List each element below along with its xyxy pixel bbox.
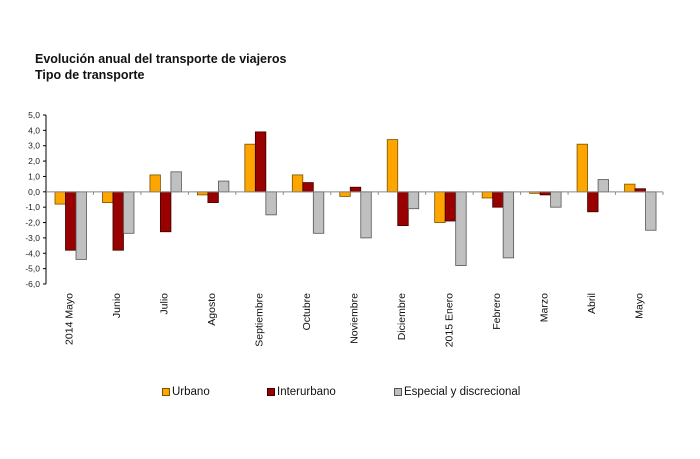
bar-urbano	[481, 191, 494, 199]
x-category-label: Mayo	[633, 293, 645, 319]
y-tick-label: -6,0	[25, 279, 40, 289]
legend-label-urbano: Urbano	[172, 386, 210, 398]
bar-interurbano	[207, 191, 219, 203]
bar-interurbano	[587, 191, 599, 213]
y-tick-label: 2,0	[28, 156, 40, 166]
legend-swatch-urbano	[162, 388, 170, 396]
legend-label-especial: Especial y discrecional	[404, 386, 521, 398]
y-tick-label: -4,0	[25, 248, 40, 258]
bar-especial-y-discrecional	[265, 191, 277, 216]
x-category-label: Abril	[586, 293, 598, 314]
x-category-label: Noviembre	[349, 293, 361, 344]
x-category-label: Diciembre	[396, 293, 408, 340]
bar-interurbano	[160, 191, 172, 233]
legend-label-interurbano: Interurbano	[277, 386, 336, 398]
x-category-label: Julio	[159, 293, 171, 315]
y-tick-label: -5,0	[25, 264, 40, 274]
bar-especial-y-discrecional	[645, 191, 657, 231]
bar-urbano	[244, 143, 256, 193]
bar-especial-y-discrecional	[360, 191, 372, 239]
bar-especial-y-discrecional	[170, 171, 182, 193]
bar-urbano	[386, 139, 399, 193]
bar-urbano	[102, 191, 114, 203]
legend-item-interurbano: Interurbano	[267, 386, 336, 398]
bar-interurbano	[349, 186, 362, 193]
y-tick-label: 1,0	[28, 171, 40, 181]
bar-especial-y-discrecional	[597, 179, 609, 193]
x-category-label: Septiembre	[254, 293, 266, 347]
bar-especial-y-discrecional	[217, 180, 230, 193]
chart-title: Evolución anual del transporte de viajer…	[35, 52, 287, 66]
bar-especial-y-discrecional	[407, 191, 420, 210]
bar-urbano	[624, 183, 636, 193]
bar-urbano	[576, 143, 588, 193]
legend-item-urbano: Urbano	[162, 386, 210, 398]
x-category-label: Junio	[111, 293, 123, 318]
bar-urbano	[54, 191, 66, 205]
x-category-label: Agosto	[206, 293, 218, 326]
y-tick-label: 4,0	[28, 125, 40, 135]
x-category-label: 2015 Enero	[443, 293, 455, 347]
bar-interurbano	[302, 182, 314, 193]
bar-especial-y-discrecional	[312, 191, 325, 234]
bar-interurbano	[397, 191, 409, 227]
x-category-label: Marzo	[538, 293, 550, 322]
y-tick-label: 5,0	[28, 110, 40, 120]
bar-urbano	[339, 191, 351, 197]
bar-especial-y-discrecional	[75, 191, 87, 260]
legend-swatch-especial	[394, 388, 402, 396]
legend-swatch-interurbano	[267, 388, 275, 396]
bar-especial-y-discrecional	[455, 191, 467, 266]
bar-especial-y-discrecional	[550, 191, 562, 208]
bar-especial-y-discrecional	[123, 191, 135, 234]
bar-interurbano	[112, 191, 124, 251]
bar-urbano	[291, 174, 304, 193]
legend-item-especial: Especial y discrecional	[394, 386, 520, 398]
chart-title-block: Evolución anual del transporte de viajer…	[35, 51, 286, 83]
y-tick-label: -3,0	[25, 233, 40, 243]
bar-interurbano	[492, 191, 504, 208]
chart-subtitle: Tipo de transporte	[35, 68, 145, 82]
x-category-label: Febrero	[491, 293, 503, 330]
x-category-label: Octubre	[301, 293, 313, 331]
y-tick-label: 0,0	[28, 187, 40, 197]
bar-interurbano	[65, 191, 77, 251]
bar-urbano	[434, 191, 446, 223]
x-category-label: 2014 Mayo	[64, 293, 76, 345]
y-tick-label: -1,0	[25, 202, 40, 212]
bar-urbano	[149, 174, 161, 193]
y-tick-label: 3,0	[28, 141, 40, 151]
bar-interurbano	[254, 131, 267, 193]
y-tick-label: -2,0	[25, 218, 40, 228]
bar-interurbano	[444, 191, 457, 222]
bar-especial-y-discrecional	[502, 191, 515, 259]
